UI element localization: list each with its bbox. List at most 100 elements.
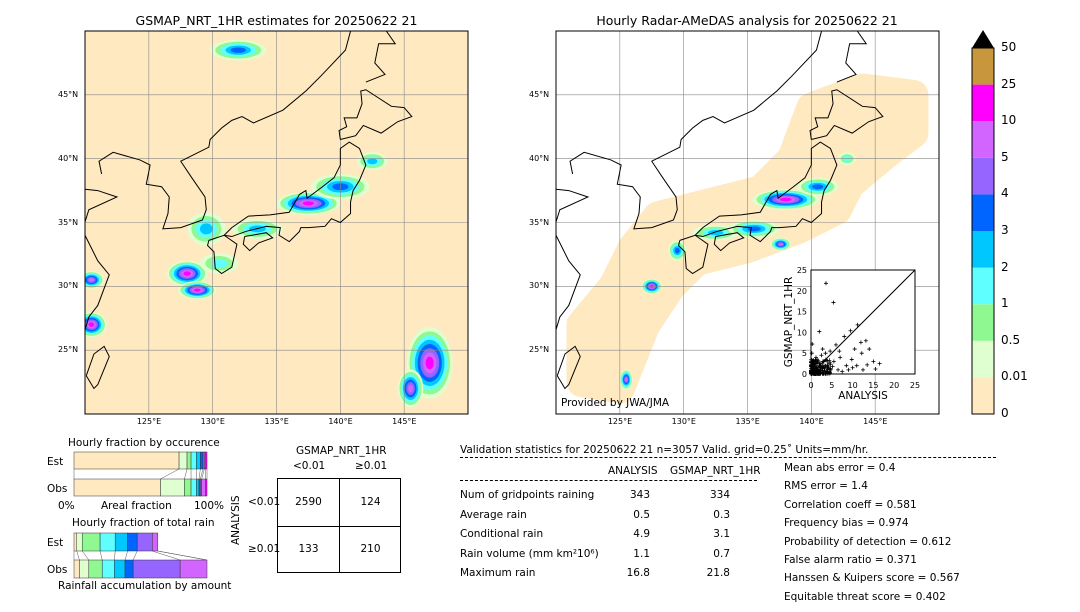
fraction-segment bbox=[200, 451, 204, 470]
scatter-xtick: 25 bbox=[910, 381, 920, 390]
scatter-point bbox=[809, 369, 814, 374]
scatter-point bbox=[827, 369, 832, 374]
scatter-point bbox=[836, 367, 841, 372]
lon-tick: 135°E bbox=[264, 417, 289, 426]
credit-text: Provided by JWA/JMA bbox=[561, 397, 670, 409]
stat-gsmap-value: 0.3 bbox=[713, 508, 730, 521]
fraction-segment bbox=[73, 559, 80, 579]
fraction-segment bbox=[186, 451, 192, 470]
stat-analysis-value: 343 bbox=[629, 489, 650, 501]
scatter-point bbox=[854, 363, 859, 368]
scatter-ytick: 5 bbox=[802, 349, 807, 358]
row-label-lt: <0.01 bbox=[248, 496, 281, 508]
fraction-segment bbox=[178, 451, 188, 470]
fraction-segment bbox=[190, 478, 197, 497]
scatter-point bbox=[821, 359, 826, 364]
lat-tick: 45°N bbox=[529, 89, 550, 99]
stat-gsmap-value: 334 bbox=[709, 489, 730, 501]
row-axis-label: ANALYSIS bbox=[230, 495, 242, 545]
contingency-title: GSMAP_NRT_1HR bbox=[296, 445, 387, 457]
scatter-point bbox=[824, 369, 829, 374]
colorbar bbox=[971, 30, 995, 415]
lat-tick: 40°N bbox=[58, 153, 79, 163]
score-line: Equitable threat score = 0.402 bbox=[784, 590, 946, 603]
scatter-point bbox=[848, 328, 853, 333]
stat-label: Maximum rain bbox=[460, 567, 536, 579]
fraction-segment bbox=[160, 478, 185, 497]
col-gsmap: GSMAP_NRT_1HR bbox=[670, 465, 761, 477]
scatter-point bbox=[819, 353, 824, 358]
coastline bbox=[85, 188, 119, 330]
rain-area bbox=[199, 223, 213, 235]
scatter-point bbox=[812, 371, 817, 376]
scatter-ytick: 20 bbox=[797, 287, 807, 296]
scatter-point bbox=[837, 349, 842, 354]
scatter-point bbox=[809, 362, 814, 367]
scatter-point bbox=[849, 357, 854, 362]
colorbar-label: 0.5 bbox=[1001, 332, 1021, 347]
scatter-point bbox=[815, 366, 820, 371]
scatter-point bbox=[833, 342, 838, 347]
colorbar-label: 50 bbox=[1001, 40, 1017, 54]
fraction-segment bbox=[76, 532, 83, 552]
stat-gsmap-value: 3.1 bbox=[713, 528, 730, 540]
occ-obs-label: Obs bbox=[47, 483, 68, 495]
scatter-point bbox=[809, 351, 814, 356]
colorbar-label: 3 bbox=[1001, 223, 1009, 237]
lat-tick: 40°N bbox=[529, 153, 550, 163]
scatter-point bbox=[830, 364, 835, 369]
scatter-xtick: 0 bbox=[808, 381, 813, 390]
right-map-title: Hourly Radar-AMeDAS analysis for 2025062… bbox=[596, 13, 898, 28]
scatter-xtick: 5 bbox=[829, 381, 834, 390]
fraction-segment bbox=[205, 478, 208, 497]
coastline bbox=[836, 31, 868, 83]
scatter-point bbox=[813, 355, 818, 360]
score-line: Probability of detection = 0.612 bbox=[784, 535, 952, 548]
col-label-lt: <0.01 bbox=[293, 460, 326, 472]
scatter-point bbox=[842, 334, 847, 339]
lat-tick: 25°N bbox=[58, 345, 79, 355]
colorbar-segment bbox=[972, 121, 994, 158]
colorbar-segment bbox=[972, 377, 994, 414]
fraction-segment bbox=[114, 559, 126, 579]
colorbar-extend bbox=[972, 30, 994, 48]
fraction-segment bbox=[179, 559, 208, 579]
divider bbox=[460, 480, 757, 481]
fraction-segment bbox=[73, 532, 77, 552]
score-line: RMS error = 1.4 bbox=[784, 480, 868, 493]
scatter-point bbox=[840, 369, 845, 374]
rain-area bbox=[230, 47, 246, 53]
colorbar-segment bbox=[972, 340, 994, 378]
occ-0-label: 0% bbox=[58, 500, 75, 512]
divider bbox=[460, 457, 996, 458]
diagonal-line bbox=[810, 269, 916, 375]
rain-xlabel: Rainfall accumulation by amount bbox=[58, 580, 232, 592]
occ-est-label: Est bbox=[47, 456, 64, 468]
stat-analysis-value: 1.1 bbox=[633, 547, 650, 560]
scatter-point bbox=[850, 365, 855, 370]
rain-area bbox=[425, 356, 434, 370]
occ-xlabel: Areal fraction bbox=[101, 500, 172, 512]
scatter-point bbox=[828, 349, 833, 354]
lat-tick: 45°N bbox=[58, 89, 79, 99]
scatter-point bbox=[823, 357, 828, 362]
scatter-point bbox=[852, 347, 857, 352]
stat-analysis-value: 0.5 bbox=[633, 508, 650, 521]
occ-100-label: 100% bbox=[194, 500, 225, 512]
coastline bbox=[365, 31, 397, 83]
rain-area bbox=[88, 322, 95, 327]
fraction-segment bbox=[132, 559, 181, 579]
colorbar-segment bbox=[972, 267, 994, 305]
left-map bbox=[84, 30, 469, 415]
colorbar-label: 4 bbox=[1001, 186, 1009, 201]
score-line: Correlation coeff = 0.581 bbox=[784, 498, 917, 511]
scatter-point bbox=[828, 362, 833, 367]
coastline bbox=[569, 31, 823, 230]
rain-obs-label: Obs bbox=[47, 564, 68, 576]
scatter-point bbox=[858, 340, 863, 345]
coastline bbox=[678, 234, 709, 275]
fraction-segment bbox=[127, 532, 138, 552]
colorbar-segment bbox=[972, 157, 994, 195]
rain-area bbox=[407, 384, 414, 393]
